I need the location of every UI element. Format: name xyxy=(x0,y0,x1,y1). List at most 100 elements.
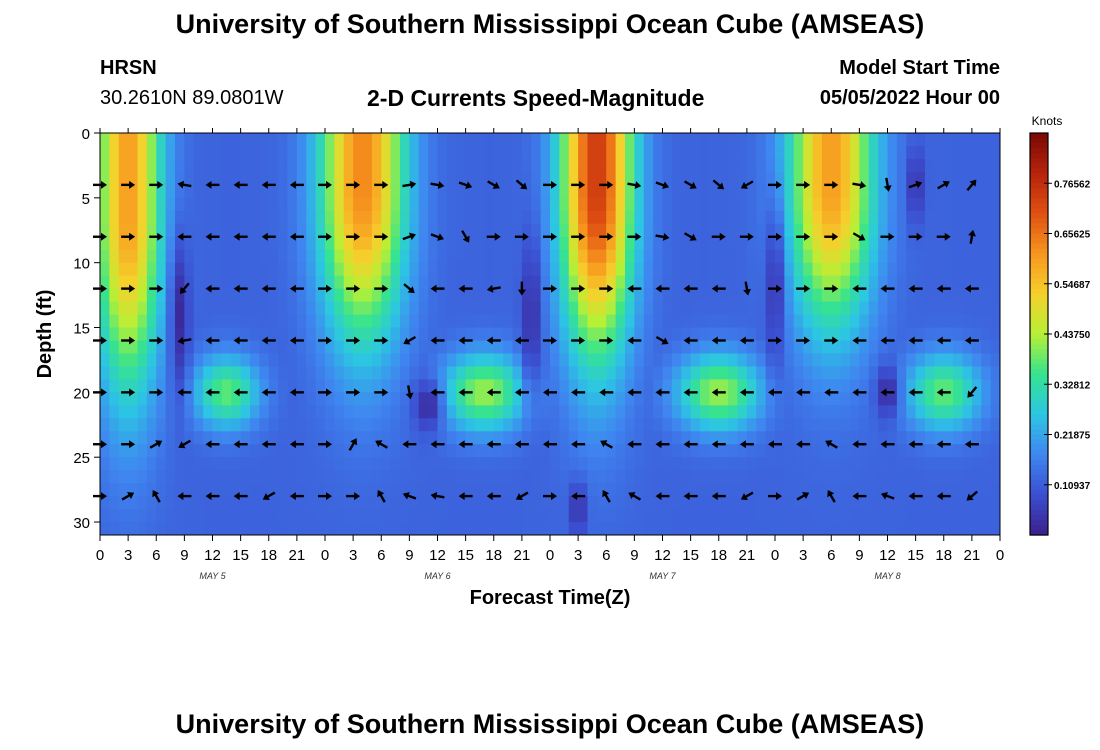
heatmap-cell xyxy=(737,210,748,225)
heatmap-cell xyxy=(521,223,532,238)
heatmap-cell xyxy=(343,236,354,251)
heatmap-cell xyxy=(700,340,710,354)
heatmap-cell xyxy=(728,275,738,290)
current-vector xyxy=(683,336,698,345)
heatmap-cell xyxy=(606,223,617,238)
heatmap-cell xyxy=(643,353,654,367)
heatmap-cell xyxy=(362,470,373,484)
heatmap-cell xyxy=(353,392,363,406)
heatmap-cell xyxy=(381,509,392,523)
heatmap-cell xyxy=(568,158,579,173)
heatmap-cell xyxy=(878,405,888,419)
heatmap-cell xyxy=(859,522,870,536)
heatmap-cell xyxy=(128,249,138,264)
heatmap-cell xyxy=(709,210,720,225)
heatmap-cell xyxy=(203,457,213,471)
heatmap-cell xyxy=(446,418,457,432)
colorbar-segment xyxy=(1030,303,1048,310)
heatmap-cell xyxy=(934,288,945,303)
heatmap-cell xyxy=(765,509,776,523)
heatmap-cell xyxy=(175,249,185,264)
heatmap-cell xyxy=(606,405,617,419)
heatmap-cell xyxy=(915,275,926,290)
heatmap-cell xyxy=(971,249,982,264)
current-vector xyxy=(402,491,417,500)
heatmap-cell xyxy=(193,444,204,458)
heatmap-cell xyxy=(662,210,673,225)
heatmap-cell xyxy=(165,509,176,523)
heatmap-cell xyxy=(925,340,935,354)
heatmap-cell xyxy=(371,249,382,264)
heatmap-cell xyxy=(278,327,288,341)
heatmap-cell xyxy=(850,236,860,251)
heatmap-cell xyxy=(203,327,213,341)
current-vector xyxy=(486,232,501,241)
heatmap-cell xyxy=(259,405,270,419)
heatmap-cell xyxy=(493,236,504,251)
heatmap-cell xyxy=(409,145,420,160)
heatmap-cell xyxy=(596,483,607,497)
heatmap-cell xyxy=(400,470,410,484)
heatmap-cell xyxy=(653,379,663,393)
heatmap-cell xyxy=(512,496,523,510)
heatmap-cell xyxy=(484,366,495,380)
heatmap-cell xyxy=(821,145,832,160)
current-vector xyxy=(346,232,361,241)
heatmap-cell xyxy=(906,327,917,341)
heatmap-cell xyxy=(596,509,607,523)
current-vector xyxy=(600,440,613,449)
heatmap-cell xyxy=(568,314,579,329)
heatmap-cell xyxy=(831,301,842,316)
heatmap-cell xyxy=(653,210,663,225)
heatmap-cell xyxy=(428,145,438,160)
heatmap-cell xyxy=(775,197,785,212)
heatmap-cell xyxy=(934,496,945,510)
current-vector xyxy=(121,388,136,397)
heatmap-cell xyxy=(746,522,757,536)
heatmap-cell xyxy=(840,171,851,186)
heatmap-cell xyxy=(850,158,860,173)
heatmap-cell xyxy=(250,431,260,445)
heatmap-cell xyxy=(128,327,138,341)
heatmap-cell xyxy=(728,262,738,277)
heatmap-cell xyxy=(240,262,251,277)
heatmap-cell xyxy=(156,262,167,277)
heatmap-cell xyxy=(250,301,260,316)
heatmap-cell xyxy=(221,366,232,380)
heatmap-cell xyxy=(165,275,176,290)
heatmap-cell xyxy=(531,171,542,186)
heatmap-cell xyxy=(896,379,907,393)
heatmap-cell xyxy=(728,509,738,523)
heatmap-cell xyxy=(943,496,954,510)
heatmap-cell xyxy=(240,457,251,471)
heatmap-cell xyxy=(671,288,682,303)
heatmap-cell xyxy=(296,249,307,264)
heatmap-cell xyxy=(962,145,973,160)
heatmap-cell xyxy=(962,418,973,432)
heatmap-cell xyxy=(446,522,457,536)
heatmap-cell xyxy=(156,275,167,290)
current-vector xyxy=(543,180,557,189)
heatmap-cell xyxy=(362,509,373,523)
heatmap-cell xyxy=(325,418,335,432)
current-vector xyxy=(374,180,389,189)
day-label: MAY 7 xyxy=(649,571,676,581)
heatmap-cell xyxy=(221,457,232,471)
heatmap-cell xyxy=(662,197,673,212)
current-vector xyxy=(514,336,529,345)
heatmap-cell xyxy=(953,509,963,523)
heatmap-cell xyxy=(296,301,307,316)
heatmap-cell xyxy=(390,210,401,225)
heatmap-cell xyxy=(296,133,307,147)
current-vector xyxy=(430,284,445,293)
heatmap-cell xyxy=(615,197,626,212)
heatmap-cell xyxy=(268,379,279,393)
colorbar-segment xyxy=(1030,394,1048,400)
heatmap-cell xyxy=(953,314,963,329)
current-vector xyxy=(655,232,670,241)
page-title: University of Southern Mississippi Ocean… xyxy=(175,9,925,39)
heatmap-cell xyxy=(203,379,213,393)
y-tick-label: 10 xyxy=(73,256,90,273)
heatmap-cell xyxy=(278,301,288,316)
heatmap-cell xyxy=(268,327,279,341)
